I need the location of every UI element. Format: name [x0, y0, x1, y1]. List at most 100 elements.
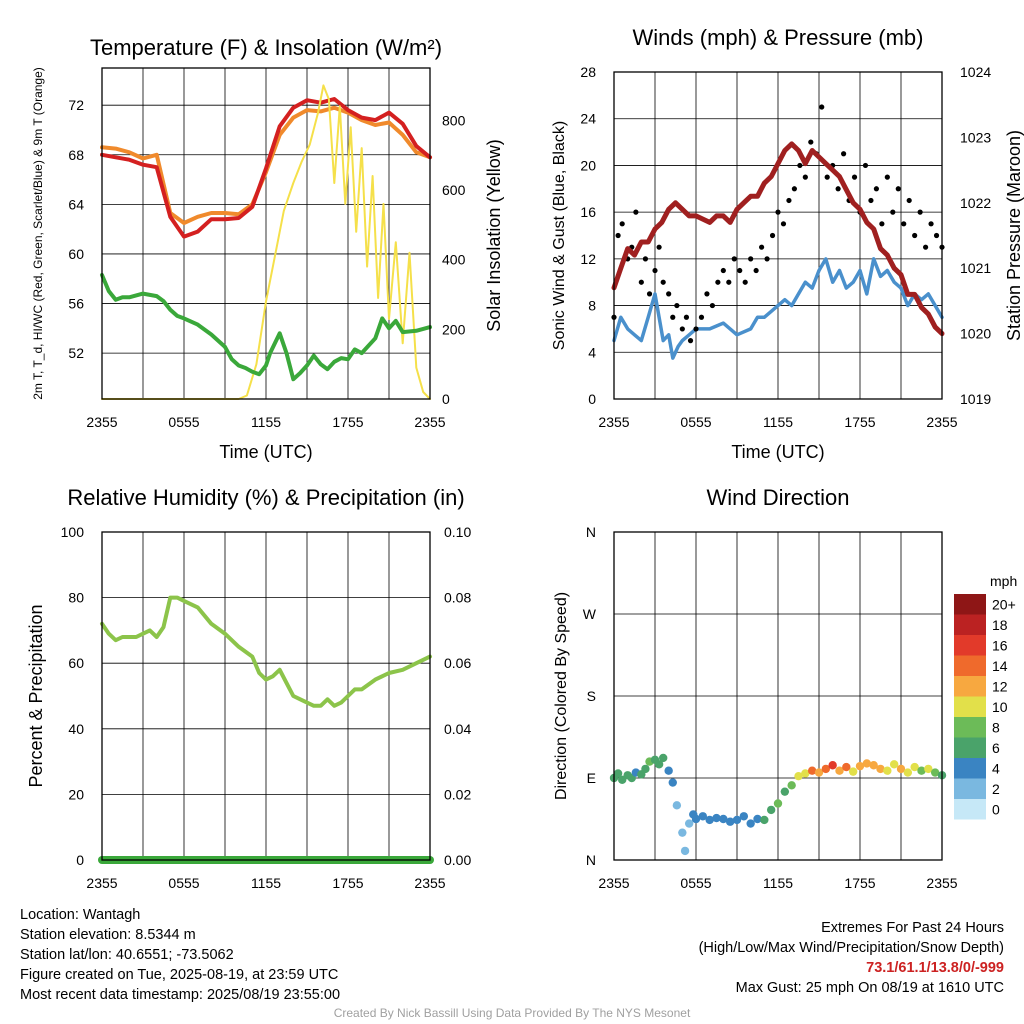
- direction-point: [780, 787, 790, 796]
- y-tick-label-left: S: [587, 688, 596, 704]
- x-tick-label: 2355: [86, 875, 117, 891]
- colorbar-swatch: [954, 737, 986, 758]
- gust-point: [666, 291, 672, 297]
- direction-point: [732, 815, 742, 825]
- gust-point: [912, 232, 918, 239]
- y-tick-label-right: 800: [442, 112, 466, 128]
- y-axis-label-left: Direction (Colored By Speed): [553, 592, 570, 800]
- panel-3-frame: [101, 532, 431, 860]
- gust-point: [933, 232, 940, 239]
- gust-point: [923, 244, 929, 250]
- direction-point: [760, 815, 769, 825]
- y-axis-label-left: Sonic Wind & Gust (Blue, Black): [551, 121, 568, 350]
- colorbar-label: 16: [992, 637, 1008, 653]
- gust-point: [928, 221, 934, 227]
- y-tick-label-left: 12: [580, 251, 596, 267]
- colorbar-label: 20+: [992, 596, 1016, 612]
- direction-point: [889, 760, 899, 769]
- y-tick-label-right: 1022: [960, 195, 991, 211]
- chart-title: Temperature (F) & Insolation (W/m²): [90, 35, 442, 60]
- direction-point: [828, 761, 837, 770]
- y-tick-label-right: 0.00: [444, 852, 471, 868]
- gust-point: [704, 291, 710, 297]
- colorbar-label: 0: [992, 801, 1000, 817]
- y-tick-label-right: 0: [442, 391, 450, 407]
- y-tick-label-right: 600: [442, 182, 466, 198]
- gust-point: [835, 186, 841, 192]
- colorbar-swatch: [954, 696, 986, 717]
- max-gust: Max Gust: 25 mph On 08/19 at 1610 UTC: [735, 980, 1004, 996]
- direction-point: [641, 764, 650, 774]
- gust-point: [786, 197, 792, 204]
- direction-point: [794, 771, 803, 781]
- gust-point: [737, 267, 743, 274]
- direction-point: [712, 813, 721, 823]
- direction-point: [753, 814, 762, 824]
- x-tick-label: 1755: [844, 414, 875, 430]
- colorbar-swatch: [954, 635, 986, 656]
- x-tick-label: 1155: [763, 875, 793, 891]
- y-tick-label-left: 64: [68, 196, 84, 212]
- gust-point: [791, 186, 798, 192]
- y-tick-label-left: 24: [580, 111, 596, 127]
- colorbar-swatch: [954, 655, 986, 676]
- plot-border: [613, 71, 943, 400]
- colorbar-label: 2: [992, 781, 1000, 797]
- direction-point: [672, 801, 682, 810]
- direction-point: [664, 766, 673, 775]
- y-tick-label-left: 4: [588, 344, 596, 360]
- x-tick-label: 2355: [598, 875, 629, 891]
- direction-point: [680, 846, 690, 856]
- direction-point: [668, 778, 677, 787]
- y-tick-label-left: W: [583, 606, 597, 622]
- direction-point: [719, 814, 728, 824]
- direction-point: [773, 799, 783, 808]
- direction-point: [725, 817, 735, 826]
- gust-point: [742, 279, 748, 285]
- direction-point: [613, 769, 623, 778]
- x-tick-label: 0555: [680, 414, 711, 430]
- gust-point: [679, 326, 685, 332]
- direction-point: [739, 812, 749, 821]
- panel-2-frame: [613, 72, 943, 399]
- y-tick-label-left: 60: [68, 246, 84, 262]
- colorbar-swatch: [954, 758, 986, 779]
- extremes-subtitle: (High/Low/Max Wind/Precipitation/Snow De…: [698, 940, 1004, 956]
- series-line-station-pressure: [611, 141, 945, 337]
- gust-point: [862, 162, 869, 169]
- gust-point: [764, 256, 770, 262]
- direction-point: [654, 760, 664, 769]
- x-tick-label: 1155: [251, 414, 281, 430]
- gust-point: [698, 314, 705, 320]
- gust-point: [693, 326, 699, 332]
- y-tick-label-left: 52: [68, 345, 84, 361]
- colorbar-swatch: [954, 676, 986, 697]
- gust-point: [901, 221, 907, 227]
- gust-point: [652, 267, 658, 274]
- gust-point: [619, 221, 625, 227]
- credit-line: Created By Nick Bassill Using Data Provi…: [333, 1006, 691, 1020]
- x-axis-label: Time (UTC): [731, 442, 824, 462]
- x-tick-label: 2355: [414, 875, 445, 891]
- y-tick-label-left: E: [587, 770, 596, 786]
- direction-point: [848, 767, 858, 776]
- y-tick-label-left: 20: [580, 157, 596, 173]
- direction-point: [930, 768, 940, 777]
- y-tick-label-left: N: [586, 524, 596, 540]
- x-tick-label: 1755: [332, 875, 363, 891]
- gust-point: [642, 256, 649, 262]
- colorbar-label: 14: [992, 658, 1008, 674]
- colorbar-label: 18: [992, 617, 1008, 633]
- figure-created: Figure created on Tue, 2025-08-19, at 23…: [20, 967, 339, 983]
- direction-point: [869, 761, 878, 770]
- gust-point: [615, 232, 621, 239]
- direction-point: [659, 753, 668, 763]
- gust-point: [797, 162, 803, 169]
- direction-point: [807, 766, 817, 775]
- direction-point: [876, 764, 885, 774]
- y-tick-label-left: 60: [68, 655, 84, 671]
- direction-point: [917, 766, 926, 775]
- y-tick-label-left: 72: [68, 97, 84, 113]
- y-tick-label-right: 0.10: [444, 524, 471, 540]
- y-tick-label-left: N: [586, 852, 596, 868]
